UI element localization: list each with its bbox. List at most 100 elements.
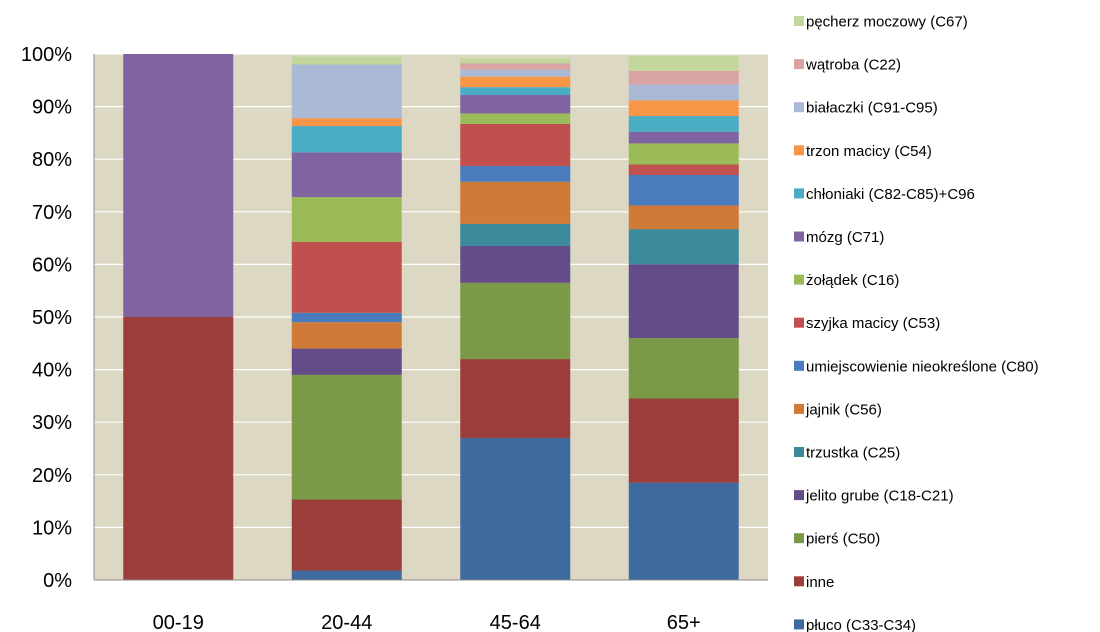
bar-segment (628, 398, 739, 483)
legend-swatch (794, 102, 804, 113)
legend-swatch (794, 274, 804, 285)
legend-label: pęcherz moczowy (C67) (806, 14, 968, 31)
legend-swatch (794, 231, 804, 242)
legend-swatch (794, 619, 804, 630)
legend-label: białaczki (C91-C95) (806, 100, 938, 117)
bar-segment (460, 63, 571, 70)
legend-swatch (794, 317, 804, 328)
legend-swatch (794, 145, 804, 156)
bar-segment (460, 359, 571, 438)
bar-segment (460, 245, 571, 283)
legend: pęcherz moczowy (C67) wątroba (C22) białac… (794, 14, 1039, 632)
legend-label: trzustka (C25) (806, 445, 900, 462)
legend-label: mózg (C71) (806, 229, 884, 246)
y-tick-label: 70% (32, 202, 72, 224)
y-tick-label: 20% (32, 465, 72, 487)
axes: 0% 10% 20% 30% 40% 50% 60% 70% 80% 90% 100% 00-19 20… (21, 44, 768, 632)
bar-segment (628, 338, 739, 399)
bar-segment (291, 56, 402, 65)
legend-swatch (794, 447, 804, 457)
legend-item: chłoniaki (C82-C85)+C96 (794, 186, 975, 203)
bar-segment (628, 100, 739, 117)
y-tick-label: 90% (32, 97, 72, 119)
bar-segment (291, 374, 402, 500)
y-tick-label: 60% (32, 254, 72, 276)
bar-segment (291, 322, 402, 349)
legend-item: jelito grube (C18-C21) (794, 488, 954, 505)
legend-item: inne (794, 574, 834, 591)
bar-segment (628, 164, 739, 175)
legend-label: umiejscowienie nieokreślone (C80) (806, 358, 1039, 375)
bar-segment (291, 152, 402, 198)
bar-segment (460, 223, 571, 246)
legend-label: szyjka macicy (C53) (806, 315, 940, 332)
legend-item: trzon macicy (C54) (794, 143, 932, 160)
bar-segment (460, 76, 571, 88)
legend-label: jajnik (C56) (805, 401, 882, 418)
bar-segment (291, 241, 402, 313)
legend-item: żołądek (C16) (794, 272, 899, 289)
bar-segment (460, 58, 571, 64)
bar-segment (628, 143, 739, 165)
bar-segment (460, 69, 571, 77)
x-tick-label: 20-44 (321, 612, 372, 632)
legend-label: trzon macicy (C54) (806, 143, 932, 160)
bar-segment (628, 116, 739, 132)
bar-segment (291, 126, 402, 153)
bars (123, 54, 739, 580)
bar-segment (628, 229, 739, 265)
legend-label: płuco (C33-C34) (806, 617, 916, 632)
legend-label: wątroba (C22) (805, 57, 901, 74)
bar-segment (628, 84, 739, 101)
bar-segment (460, 95, 571, 114)
legend-label: jelito grube (C18-C21) (805, 488, 954, 505)
y-tick-label: 100% (21, 44, 72, 66)
legend-item: pierś (C50) (794, 531, 880, 548)
bar-segment (628, 56, 739, 71)
bar-segment (460, 87, 571, 96)
bar-segment (628, 482, 739, 580)
legend-label: pierś (C50) (806, 531, 880, 548)
bar-segment (291, 64, 402, 119)
legend-label: chłoniaki (C82-C85)+C96 (806, 186, 975, 203)
legend-label: żołądek (C16) (806, 272, 899, 289)
legend-item: trzustka (C25) (794, 445, 900, 462)
x-tick-label: 45-64 (490, 612, 541, 632)
bar-segment (460, 282, 571, 360)
bar-segment (291, 348, 402, 375)
bar-segment (291, 118, 402, 127)
y-tick-label: 80% (32, 149, 72, 171)
y-tick-label: 40% (32, 360, 72, 382)
legend-item: płuco (C33-C34) (794, 617, 916, 632)
legend-swatch (794, 59, 804, 70)
bar-segment (628, 70, 739, 85)
bar-segment (628, 174, 739, 206)
y-tick-label: 50% (32, 307, 72, 329)
bar-segment (291, 312, 402, 323)
legend-swatch (794, 490, 804, 501)
legend-item: mózg (C71) (794, 229, 884, 246)
legend-label: inne (806, 574, 834, 591)
legend-swatch (794, 360, 804, 371)
bar-segment (291, 570, 402, 580)
bar-segment (460, 437, 571, 580)
bar-segment (628, 131, 739, 144)
legend-swatch (794, 16, 804, 26)
bar-segment (628, 205, 739, 230)
legend-swatch (794, 403, 804, 414)
x-tick-label: 65+ (667, 612, 701, 632)
bar-segment (628, 264, 739, 339)
legend-swatch (794, 188, 804, 199)
legend-item: umiejscowienie nieokreślone (C80) (794, 358, 1039, 375)
y-tick-label: 30% (32, 412, 72, 434)
bar-segment (460, 113, 571, 124)
x-tick-label: 00-19 (153, 612, 204, 632)
legend-item: białaczki (C91-C95) (794, 100, 938, 117)
y-tick-label: 0% (43, 570, 72, 592)
legend-item: pęcherz moczowy (C67) (794, 14, 968, 31)
bar-segment (460, 123, 571, 167)
bar-segment (460, 166, 571, 182)
y-tick-label: 10% (32, 517, 72, 539)
